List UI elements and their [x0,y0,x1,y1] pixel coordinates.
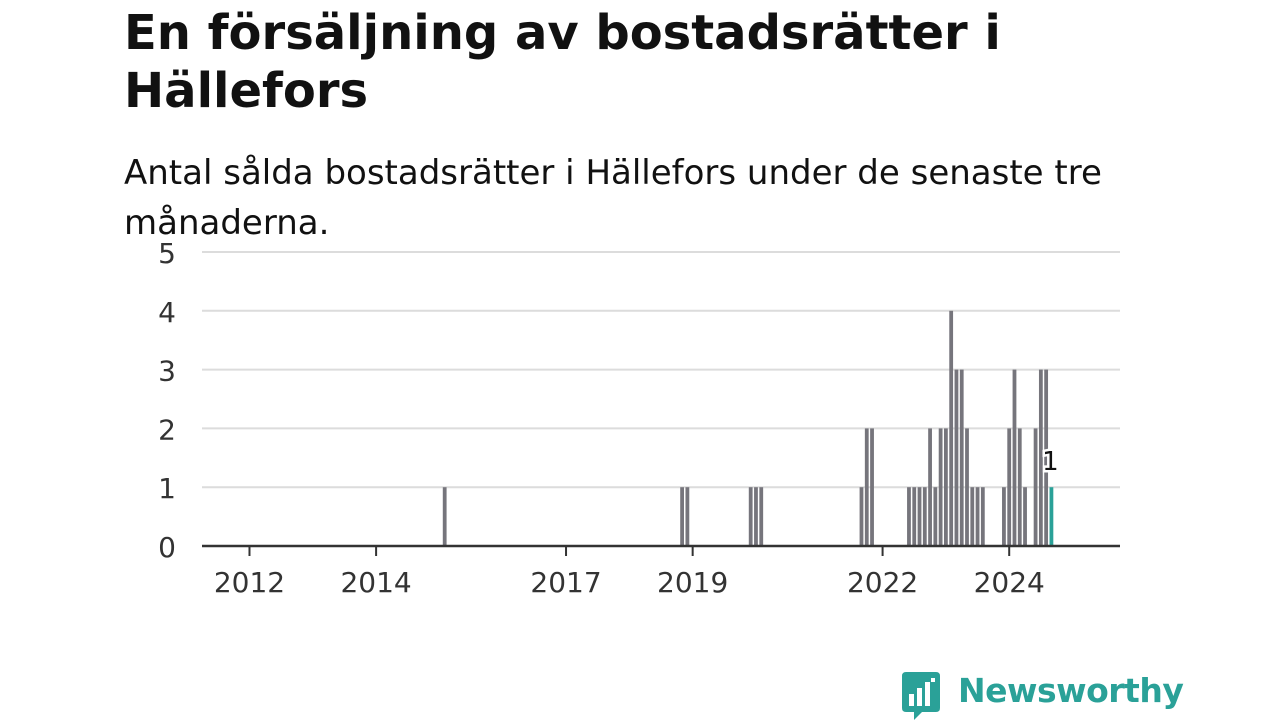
bar [949,310,954,546]
bar [870,428,874,546]
bar [1023,487,1027,546]
y-tick-label: 3 [158,355,176,388]
bar-highlight [1049,487,1054,546]
bar [759,487,764,546]
highlight-value-label: 1 [1042,447,1059,477]
bar [685,487,690,546]
x-tick-label: 2022 [847,566,918,599]
bar [975,487,980,546]
bar-chart-speech-bubble-icon [902,672,940,720]
x-tick-label: 2012 [214,566,285,599]
chart-subtitle: Antal sålda bostadsrätter i Hällefors un… [124,153,1102,243]
bar [442,487,447,546]
x-tick-label: 2017 [530,566,601,599]
bar [1007,428,1012,546]
y-tick-label: 4 [158,296,176,329]
bar [943,428,948,546]
y-tick-label: 1 [158,472,176,505]
chart-title: En försäljning av bostadsrätter i Hällef… [124,5,1001,119]
gridlines [202,251,1120,489]
x-tick-label: 2024 [974,566,1045,599]
y-tick-label: 2 [158,413,176,446]
bar [959,369,964,546]
y-tick-label: 0 [158,531,176,564]
bar [1002,487,1006,546]
brand-name: Newsworthy [958,671,1184,710]
bar [1044,369,1049,546]
bars [442,310,1054,546]
bar [980,487,985,546]
annotation: 1 [1040,445,1062,480]
bar [748,487,753,546]
x-axis-labels: 2012 2014 2017 2019 2022 2024 [214,546,1045,599]
bar [864,428,869,546]
bar [1012,369,1017,546]
bar [754,487,758,546]
bar [954,369,959,546]
bar-chart: 0 1 2 3 4 5 2012 2014 2017 2019 2022 2024 1 [158,237,1120,599]
bar [907,487,911,546]
x-tick-label: 2014 [340,566,411,599]
newsworthy-logo: Newsworthy [900,668,1184,720]
bar [970,487,975,546]
bar [922,487,927,546]
bar [680,487,685,546]
x-tick-label: 2019 [657,566,728,599]
bar [1033,428,1038,546]
y-tick-label: 5 [158,237,176,270]
bar [938,428,943,546]
bar [933,487,938,546]
bar [859,487,864,546]
bar [912,487,917,546]
y-axis-labels: 0 1 2 3 4 5 [158,237,176,564]
bar [917,487,922,546]
bar [965,428,969,546]
bar [928,428,932,546]
bar [1017,428,1022,546]
bar [1038,369,1043,546]
